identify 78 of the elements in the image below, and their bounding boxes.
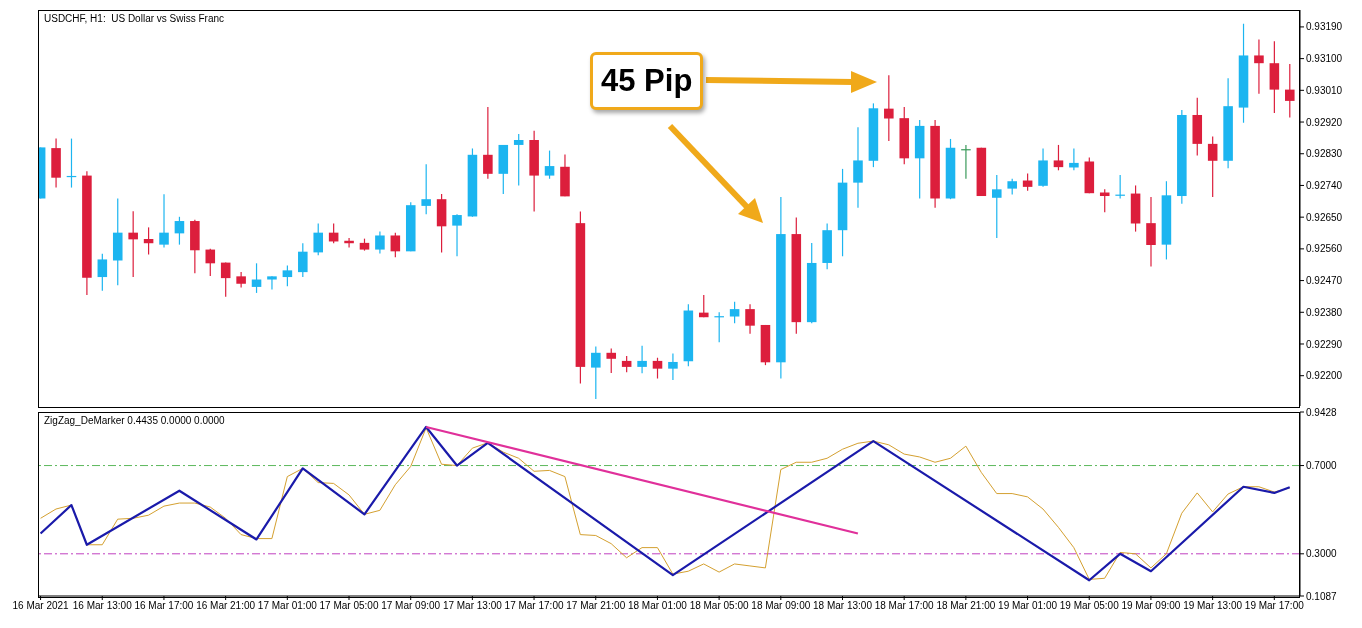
candlestick bbox=[1285, 63, 1295, 119]
x-tick-label: 19 Mar 09:00 bbox=[1121, 600, 1181, 612]
x-tick-label: 16 Mar 21:00 bbox=[196, 600, 256, 612]
candlestick bbox=[992, 174, 1002, 239]
y-tick-label: 0.92830 bbox=[1306, 148, 1343, 160]
y-tick-label: 0.1087 bbox=[1306, 590, 1338, 602]
x-tick-label: 18 Mar 09:00 bbox=[751, 600, 811, 612]
x-tick-label: 16 Mar 17:00 bbox=[134, 600, 194, 612]
candlestick bbox=[313, 222, 324, 256]
candlestick bbox=[606, 347, 617, 374]
candlestick bbox=[128, 210, 138, 278]
candlestick bbox=[1207, 135, 1218, 198]
candlestick bbox=[884, 74, 894, 142]
y-tick-label: 0.93010 bbox=[1306, 84, 1343, 96]
chart-title: USDCHF, H1: US Dollar vs Swiss Franc bbox=[44, 13, 225, 24]
x-tick-label: 17 Mar 13:00 bbox=[442, 600, 503, 612]
y-tick-label: 0.9428 bbox=[1306, 406, 1338, 418]
x-tick-label: 17 Mar 21:00 bbox=[566, 600, 626, 612]
y-tick-label: 0.92470 bbox=[1306, 275, 1343, 287]
x-tick-label: 16 Mar 13:00 bbox=[72, 600, 133, 612]
candlestick bbox=[220, 262, 231, 298]
x-tick-label: 16 Mar 2021 bbox=[12, 600, 70, 612]
x-tick-label: 19 Mar 05:00 bbox=[1059, 600, 1120, 612]
candlestick bbox=[452, 213, 462, 257]
candlestick bbox=[390, 232, 401, 258]
x-tick-label: 19 Mar 01:00 bbox=[998, 600, 1058, 612]
candlestick bbox=[174, 216, 185, 246]
x-tick-label: 17 Mar 01:00 bbox=[257, 600, 318, 612]
y-tick-label: 0.92200 bbox=[1306, 370, 1343, 382]
candlestick bbox=[591, 345, 601, 400]
chart-title: ZigZag_DeMarker 0.4435 0.0000 0.0000 bbox=[44, 415, 225, 426]
candlestick bbox=[729, 301, 740, 324]
candlestick bbox=[298, 242, 308, 278]
candlestick bbox=[745, 303, 755, 335]
y-tick-label: 0.92920 bbox=[1306, 116, 1343, 128]
x-tick-label: 17 Mar 17:00 bbox=[504, 600, 564, 612]
annotation: 45 Pip bbox=[590, 52, 704, 110]
candlestick bbox=[421, 163, 431, 215]
candlestick bbox=[637, 345, 647, 374]
candlestick bbox=[483, 106, 493, 180]
y-tick-label: 0.92740 bbox=[1306, 180, 1343, 191]
y-tick-label: 0.7000 bbox=[1306, 460, 1338, 472]
candlestick bbox=[961, 144, 971, 180]
x-tick-label: 18 Mar 01:00 bbox=[627, 600, 688, 612]
x-tick-label: 18 Mar 05:00 bbox=[689, 600, 750, 612]
candlestick bbox=[714, 311, 724, 343]
candlestick bbox=[97, 253, 108, 292]
candlestick bbox=[375, 231, 385, 255]
x-tick-label: 17 Mar 09:00 bbox=[381, 600, 441, 612]
y-tick-label: 0.93190 bbox=[1306, 21, 1343, 33]
x-tick-label: 17 Mar 05:00 bbox=[319, 600, 379, 612]
candlestick bbox=[1146, 196, 1156, 268]
candlestick bbox=[853, 126, 863, 209]
y-tick-label: 0.3000 bbox=[1306, 548, 1338, 560]
y-tick-label: 0.92650 bbox=[1306, 211, 1343, 223]
x-tick-label: 18 Mar 17:00 bbox=[874, 600, 935, 612]
candlestick bbox=[652, 357, 663, 380]
candlestick bbox=[143, 226, 154, 256]
candlestick bbox=[282, 264, 293, 287]
y-tick-label: 0.92560 bbox=[1306, 243, 1343, 255]
candlestick bbox=[159, 193, 169, 249]
y-tick-label: 0.92290 bbox=[1306, 338, 1343, 350]
x-tick-label: 18 Mar 21:00 bbox=[936, 600, 996, 612]
candlestick bbox=[205, 248, 216, 277]
candlestick bbox=[668, 352, 678, 381]
x-tick-label: 19 Mar 17:00 bbox=[1244, 600, 1305, 612]
x-tick-label: 18 Mar 13:00 bbox=[813, 600, 873, 612]
candlestick bbox=[1099, 188, 1110, 213]
y-tick-label: 0.92380 bbox=[1306, 306, 1343, 318]
candlestick bbox=[1053, 144, 1064, 171]
candlestick bbox=[1069, 147, 1079, 171]
y-tick-label: 0.93100 bbox=[1306, 53, 1343, 65]
candlestick bbox=[267, 275, 277, 290]
candlestick bbox=[1115, 174, 1125, 200]
candlestick bbox=[513, 133, 524, 187]
candlestick bbox=[544, 149, 555, 180]
x-tick-label: 19 Mar 13:00 bbox=[1183, 600, 1243, 612]
candlestick bbox=[1254, 38, 1264, 95]
